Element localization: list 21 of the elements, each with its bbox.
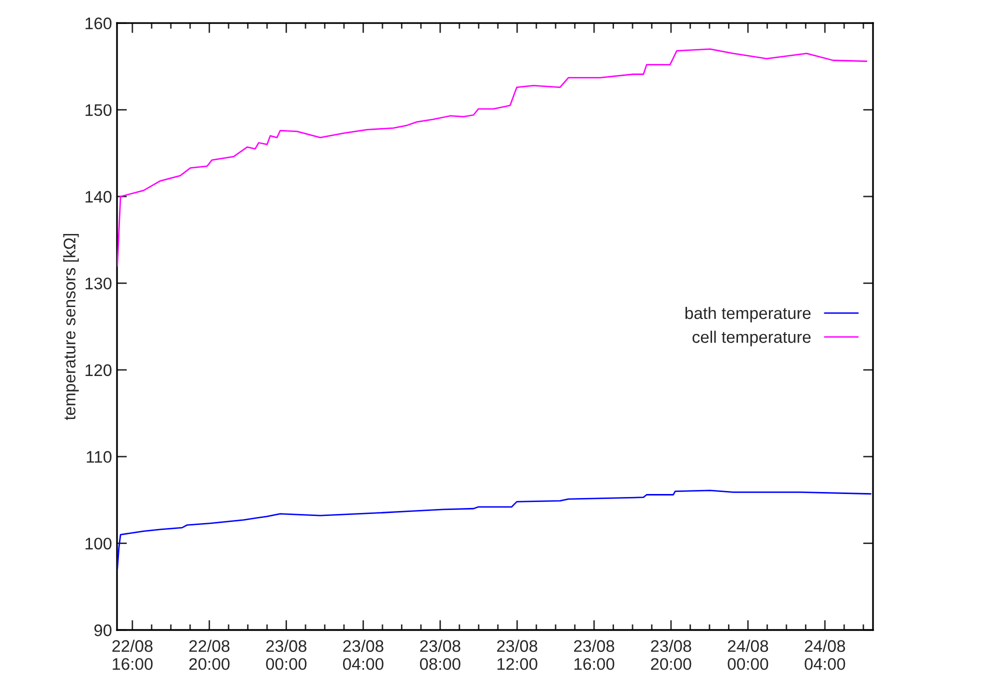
y-tick-label: 150: [86, 104, 112, 116]
x-tick-label: 23/08 12:00: [497, 640, 538, 670]
x-tick-label: 22/08 20:00: [189, 640, 230, 670]
x-tick-label: 23/08 20:00: [651, 640, 692, 670]
y-tick-label: 130: [86, 278, 112, 290]
y-tick-label: 140: [86, 190, 112, 203]
legend-label: bath temperature: [685, 306, 811, 322]
y-tick-label: 90: [94, 624, 112, 636]
y-axis-title: temperature sensors [kΩ]: [63, 234, 79, 420]
x-tick-label: 24/08 00:00: [728, 640, 768, 670]
x-tick-label: 23/08 00:00: [266, 640, 306, 670]
legend-label: cell temperature: [692, 330, 811, 346]
y-tick-label: 100: [86, 538, 112, 550]
y-tick-label: 160: [86, 18, 112, 30]
x-tick-label: 24/08 04:00: [804, 640, 846, 670]
x-tick-label: 23/08 04:00: [343, 640, 384, 670]
y-tick-label: 120: [86, 364, 112, 376]
x-tick-label: 23/08 16:00: [574, 640, 614, 670]
x-tick-label: 22/08 16:00: [112, 640, 153, 670]
y-tick-label: 110: [86, 451, 112, 463]
x-tick-label: 23/08 08:00: [420, 640, 460, 670]
